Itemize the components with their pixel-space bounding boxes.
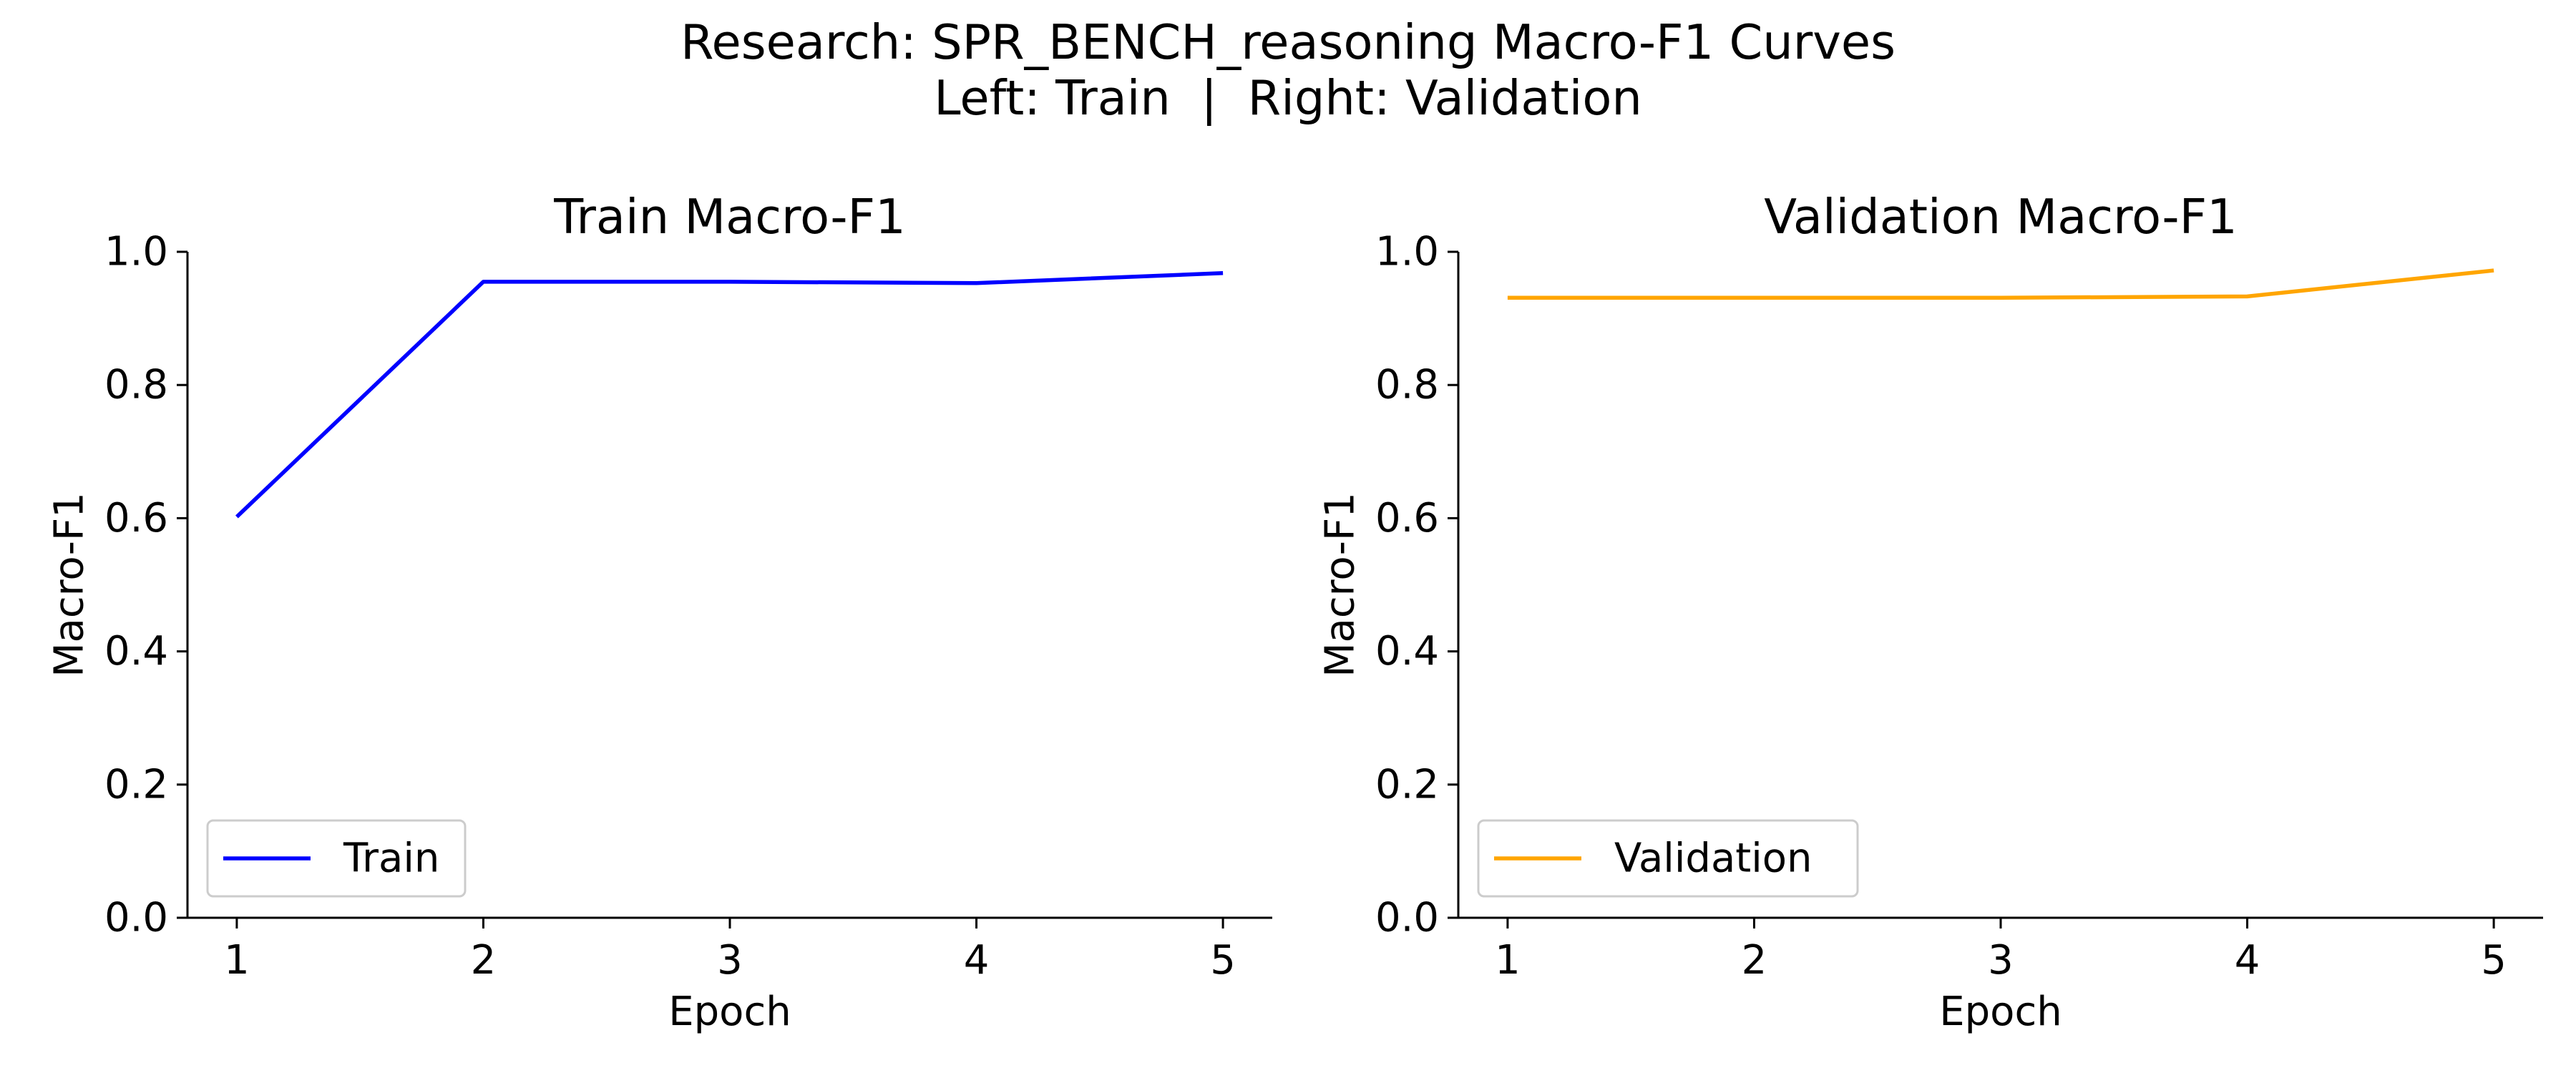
validation-x-tick-label: 3 <box>1988 937 2014 984</box>
validation-y-axis-label: Macro-F1 <box>1317 492 1364 677</box>
train-y-tick-label: 0.4 <box>104 628 168 675</box>
train-x-tick-label: 1 <box>224 937 250 984</box>
validation-x-tick-label: 5 <box>2481 937 2507 984</box>
train-legend-label: Train <box>343 836 439 882</box>
validation-x-tick-label: 2 <box>1742 937 1767 984</box>
train-legend-box <box>206 819 467 898</box>
validation-legend: Validation <box>1477 819 1859 898</box>
validation-legend-label: Validation <box>1614 836 1813 882</box>
train-chart-title: Train Macro-F1 <box>553 189 905 245</box>
validation-legend-box <box>1477 819 1859 898</box>
train-y-tick-label: 1.0 <box>104 229 168 275</box>
validation-x-axis-label: Epoch <box>1939 989 2062 1035</box>
train-y-tick-label: 0.2 <box>104 761 168 808</box>
validation-panel: 0.0 0.2 0.4 0.6 0.8 1.0 1 2 3 4 5 Validation Macro-… <box>1317 189 2543 1035</box>
train-x-tick-label: 5 <box>1210 937 1236 984</box>
validation-y-tick-label: 0.2 <box>1375 761 1439 808</box>
train-legend: Train <box>206 819 467 898</box>
validation-y-tick-label: 0.0 <box>1375 895 1439 941</box>
train-y-tick-label: 0.0 <box>104 895 168 941</box>
validation-chart-title: Validation Macro-F1 <box>1764 189 2238 245</box>
validation-series-line <box>1507 268 2494 300</box>
validation-y-tick-label: 1.0 <box>1375 229 1439 275</box>
figure-title: Research: SPR_BENCH_reasoning Macro-F1 C… <box>680 14 1896 70</box>
validation-y-tick-label: 0.6 <box>1375 495 1439 542</box>
train-y-tick-label: 0.6 <box>104 495 168 542</box>
train-x-axis-label: Epoch <box>668 989 791 1035</box>
figure-subtitle: Left: Train | Right: Validation <box>934 70 1642 126</box>
train-y-tick-label: 0.8 <box>104 362 168 408</box>
validation-x-tick-label: 1 <box>1495 937 1521 984</box>
validation-y-tick-label: 0.4 <box>1375 628 1439 675</box>
train-x-tick-label: 2 <box>471 937 497 984</box>
train-x-tick-label: 4 <box>964 937 990 984</box>
train-x-tick-label: 3 <box>717 937 743 984</box>
train-y-axis-label: Macro-F1 <box>47 492 93 677</box>
validation-y-tick-label: 0.8 <box>1375 362 1439 408</box>
train-series-line <box>235 271 1224 519</box>
validation-x-tick-label: 4 <box>2235 937 2260 984</box>
train-panel: 0.0 0.2 0.4 0.6 0.8 1.0 1 2 3 4 5 Train Macro-F1 Epo… <box>47 189 1272 1035</box>
